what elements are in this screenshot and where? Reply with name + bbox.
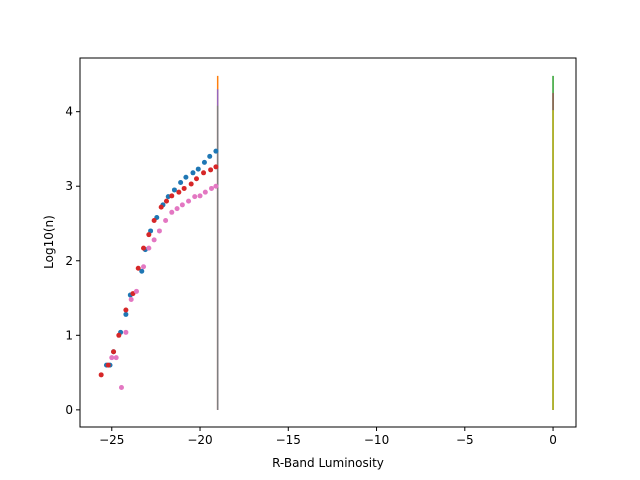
point-s1-19 xyxy=(213,164,219,170)
point-s1-8 xyxy=(146,232,152,238)
point-s1-11 xyxy=(163,198,169,204)
y-axis-ticks: 0 1 2 3 4 xyxy=(65,105,80,417)
point-s1-9 xyxy=(151,218,157,224)
y-tick-label: 4 xyxy=(65,105,73,119)
point-s2-7 xyxy=(146,245,152,251)
point-s1-4 xyxy=(123,307,129,313)
y-tick-label: 1 xyxy=(65,328,73,342)
point-s2-19 xyxy=(213,183,219,189)
point-s2-9 xyxy=(156,228,162,234)
point-s1-1 xyxy=(105,362,111,368)
point-s1-18 xyxy=(208,167,214,173)
point-s1-16 xyxy=(193,176,199,182)
y-tick-label: 3 xyxy=(65,179,73,193)
point-s1-14 xyxy=(181,185,187,191)
y-axis-label: Log10(n) xyxy=(42,215,56,269)
point-s2-11 xyxy=(169,209,175,215)
y-tick-label: 2 xyxy=(65,254,73,268)
point-s2-13 xyxy=(179,202,185,208)
point-s1-7 xyxy=(141,245,147,251)
point-s1-3 xyxy=(116,332,122,338)
point-s2-10 xyxy=(163,218,169,224)
vertical-lines xyxy=(216,75,554,410)
x-tick-label: −10 xyxy=(364,433,389,447)
point-s2-6 xyxy=(141,264,147,270)
point-s0-19 xyxy=(213,148,219,154)
point-s2-18 xyxy=(209,185,215,191)
point-s1-6 xyxy=(135,265,141,271)
point-s2-15 xyxy=(192,194,198,200)
x-tick-label: −20 xyxy=(187,433,212,447)
scatter-points xyxy=(98,148,219,390)
point-s2-8 xyxy=(151,237,157,243)
point-s0-6 xyxy=(139,268,145,274)
point-s2-14 xyxy=(186,198,192,204)
plot-frame xyxy=(79,57,577,428)
x-tick-label: −15 xyxy=(276,433,301,447)
point-s0-15 xyxy=(190,170,196,176)
x-tick-label: −5 xyxy=(456,433,474,447)
point-s1-13 xyxy=(176,189,182,195)
point-s2-16 xyxy=(197,193,203,199)
point-s0-12 xyxy=(171,187,177,193)
x-tick-label: −25 xyxy=(99,433,124,447)
point-s0-14 xyxy=(183,174,189,180)
point-s2-4 xyxy=(128,297,134,303)
point-s1-17 xyxy=(201,170,207,176)
point-s1-2 xyxy=(111,349,117,355)
point-s0-18 xyxy=(207,153,213,159)
point-s1-0 xyxy=(98,372,104,378)
point-s2-3 xyxy=(123,329,129,335)
plot-background xyxy=(80,58,576,427)
point-s2-0 xyxy=(109,355,115,361)
x-tick-label: 0 xyxy=(549,433,557,447)
point-s1-15 xyxy=(188,181,194,187)
point-s2-17 xyxy=(202,189,208,195)
point-s2-12 xyxy=(174,206,180,212)
x-axis-ticks: −25 −20 −15 −10 −5 0 xyxy=(99,427,557,447)
point-s1-12 xyxy=(169,193,175,199)
point-s2-2 xyxy=(118,384,124,390)
point-s2-1 xyxy=(113,355,119,361)
x-axis-label: R-Band Luminosity xyxy=(272,456,384,470)
point-s0-4 xyxy=(123,311,129,317)
point-s1-10 xyxy=(158,204,164,210)
y-tick-label: 0 xyxy=(65,403,73,417)
point-s0-17 xyxy=(201,159,207,165)
point-s0-13 xyxy=(178,179,184,185)
point-s0-8 xyxy=(148,228,154,234)
point-s0-16 xyxy=(195,166,201,172)
point-s2-5 xyxy=(133,288,139,294)
